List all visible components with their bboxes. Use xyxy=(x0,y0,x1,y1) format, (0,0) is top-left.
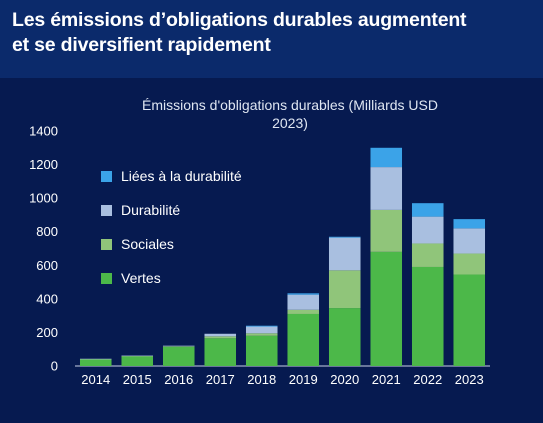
legend-label: Durabilité xyxy=(121,202,180,218)
headline-line-2: et se diversifient rapidement xyxy=(12,34,271,56)
chart-title-line-2: 2023) xyxy=(272,115,308,131)
x-tick-label: 2018 xyxy=(247,372,276,387)
chart-title-line-1: Émissions d'obligations durables (Millia… xyxy=(141,97,438,113)
bar-segment xyxy=(204,333,237,337)
bar-segment xyxy=(204,336,237,339)
bar-segment xyxy=(453,253,486,275)
x-tick-label: 2014 xyxy=(81,372,110,387)
x-tick-label: 2017 xyxy=(206,372,235,387)
bar-segment xyxy=(121,355,154,357)
bar-segment xyxy=(411,243,444,267)
bar-segment xyxy=(79,358,112,360)
x-tick-label: 2021 xyxy=(372,372,401,387)
bar-segment xyxy=(328,270,361,309)
y-tick-label: 600 xyxy=(36,258,58,273)
bar-segment xyxy=(204,338,237,366)
y-tick-label: 0 xyxy=(51,359,58,374)
legend-label: Liées à la durabilité xyxy=(121,168,242,184)
bar-segment xyxy=(453,274,486,366)
y-tick-label: 1000 xyxy=(29,191,58,206)
bar-segment xyxy=(79,359,112,366)
y-tick-label: 1400 xyxy=(29,124,58,139)
y-tick-label: 1200 xyxy=(29,157,58,172)
bar-segment xyxy=(287,293,320,295)
bar-segment xyxy=(370,251,403,366)
bar-segment xyxy=(162,345,195,347)
bar-segment xyxy=(245,325,278,327)
bar-segment xyxy=(453,228,486,254)
headline: Les émissions d’obligations durables aug… xyxy=(12,8,537,58)
y-tick-label: 200 xyxy=(36,325,58,340)
bar-segment xyxy=(328,236,361,238)
chart-title: Émissions d'obligations durables (Millia… xyxy=(90,96,490,132)
legend-label: Vertes xyxy=(121,270,161,286)
bar-segment xyxy=(162,346,195,347)
x-tick-label: 2015 xyxy=(123,372,152,387)
bar-segment xyxy=(370,167,403,210)
bar-segment xyxy=(411,216,444,244)
bar-segment xyxy=(121,356,154,366)
bar-segment xyxy=(328,308,361,366)
legend-swatch xyxy=(101,205,112,216)
bar-segment xyxy=(245,335,278,366)
bar-segment xyxy=(245,333,278,336)
bar-segment xyxy=(287,309,320,314)
legend-swatch xyxy=(101,239,112,250)
legend-swatch xyxy=(101,273,112,284)
x-tick-label: 2020 xyxy=(330,372,359,387)
bar-segment xyxy=(370,209,403,252)
bar-segment xyxy=(287,294,320,310)
x-tick-label: 2016 xyxy=(164,372,193,387)
legend-label: Sociales xyxy=(121,236,174,252)
bar-segment xyxy=(370,147,403,168)
headline-line-1: Les émissions d’obligations durables aug… xyxy=(12,9,467,31)
bar-segment xyxy=(453,219,486,229)
x-tick-label: 2022 xyxy=(413,372,442,387)
bar-segment xyxy=(411,266,444,366)
bar-segment xyxy=(245,326,278,334)
bar-segment xyxy=(287,313,320,366)
y-tick-label: 400 xyxy=(36,291,58,306)
bar-segment xyxy=(162,346,195,366)
y-tick-label: 800 xyxy=(36,224,58,239)
bar-segment xyxy=(121,355,154,357)
bar-segment xyxy=(328,237,361,271)
x-tick-label: 2019 xyxy=(289,372,318,387)
legend-swatch xyxy=(101,171,112,182)
x-tick-label: 2023 xyxy=(455,372,484,387)
bar-segment xyxy=(411,203,444,217)
